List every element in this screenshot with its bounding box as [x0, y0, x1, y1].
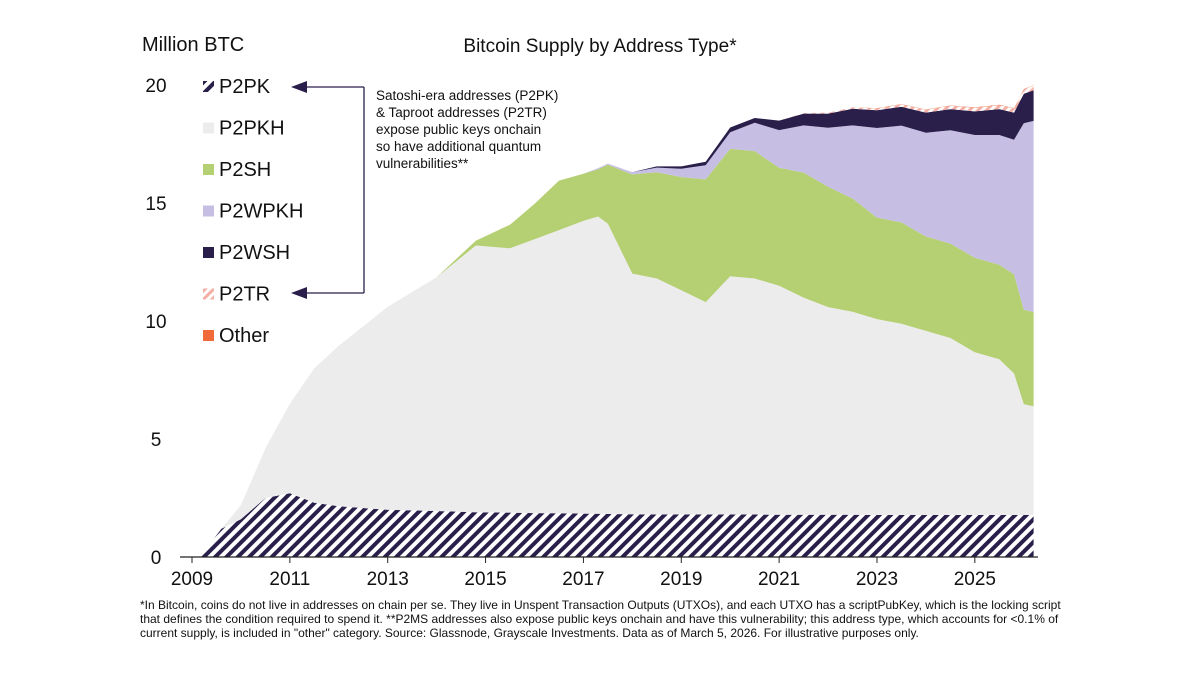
- legend-label-other: Other: [219, 325, 269, 347]
- x-tick-label: 2015: [464, 569, 506, 590]
- x-tick-label: 2011: [269, 569, 310, 590]
- y-tick-label: 5: [151, 430, 162, 451]
- legend-label-p2pk: P2PK: [219, 76, 271, 98]
- quantum-annotation: Satoshi-era addresses (P2PK) & Taproot a…: [291, 81, 558, 299]
- footnote: *In Bitcoin, coins do not live in addres…: [140, 598, 1061, 640]
- annotation-line: Satoshi-era addresses (P2PK): [376, 88, 558, 103]
- legend-swatch-p2sh: [203, 164, 214, 175]
- x-tick-label: 2017: [562, 569, 604, 590]
- x-tick-label: 2025: [954, 569, 996, 590]
- legend: P2PK P2PKH P2SH P2WPKH P2WSH P2TR Other: [203, 76, 303, 347]
- legend-label-p2sh: P2SH: [219, 159, 271, 181]
- annotation-line: so have additional quantum: [376, 139, 541, 154]
- arrowhead-p2pk-icon: [291, 81, 307, 93]
- annotation-line: expose public keys onchain: [376, 122, 541, 137]
- x-tick-label: 2023: [856, 569, 898, 590]
- bitcoin-supply-chart: Bitcoin Supply by Address Type* Million …: [142, 34, 1038, 590]
- legend-label-p2wpkh: P2WPKH: [219, 201, 303, 223]
- legend-swatch-p2pk: [203, 81, 214, 92]
- x-tick-label: 2021: [758, 569, 800, 590]
- area-p2wpkh: [201, 120, 1034, 555]
- area-p2pkh: [201, 216, 1034, 555]
- arrowhead-p2tr-icon: [291, 287, 307, 299]
- legend-swatch-p2wpkh: [203, 205, 214, 217]
- legend-swatch-other: [203, 330, 214, 341]
- y-tick-label: 10: [145, 312, 166, 333]
- y-tick-label: 0: [151, 548, 162, 569]
- x-tick-label: 2009: [171, 569, 213, 590]
- legend-label-p2tr: P2TR: [219, 284, 270, 306]
- axes-group: 2009 2011 2013 2015 2017 2019 2021 2023 20250510…: [145, 76, 1038, 590]
- legend-label-p2pkh: P2PKH: [219, 118, 285, 140]
- legend-swatch-p2pkh: [203, 122, 214, 134]
- area-series-group: [201, 85, 1034, 557]
- legend-swatch-p2tr: [203, 288, 214, 300]
- annotation-line: & Taproot addresses (P2TR): [376, 105, 547, 120]
- x-tick-label: 2013: [367, 569, 409, 590]
- area-p2sh: [201, 148, 1034, 555]
- area-p2pk: [201, 493, 1034, 557]
- y-tick-label: 20: [145, 76, 166, 97]
- annotation-line: vulnerabilities**: [376, 156, 469, 171]
- legend-swatch-p2wsh: [203, 247, 214, 258]
- legend-label-p2wsh: P2WSH: [219, 242, 290, 264]
- y-axis-label: Million BTC: [142, 34, 244, 56]
- x-tick-label: 2019: [660, 569, 702, 590]
- y-tick-label: 15: [145, 194, 166, 215]
- chart-title: Bitcoin Supply by Address Type*: [463, 36, 737, 57]
